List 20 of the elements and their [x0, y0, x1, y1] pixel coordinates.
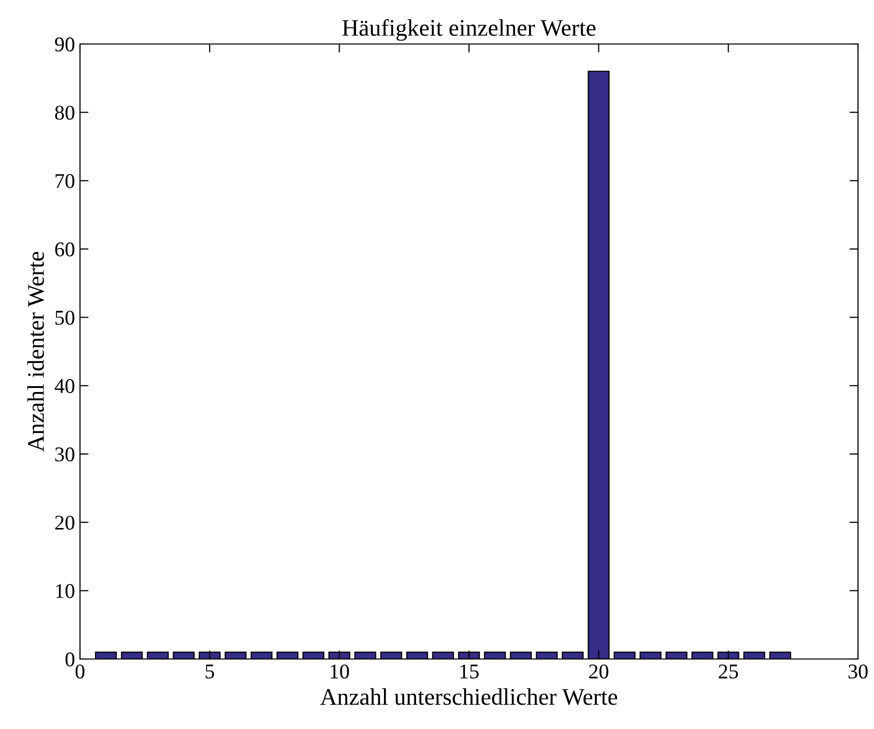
x-tick-label: 0 — [76, 664, 84, 679]
y-tick-label: 20 — [55, 516, 74, 530]
y-tick-label: 0 — [66, 652, 74, 666]
x-tick-label: 30 — [848, 664, 868, 679]
x-tick-label: 20 — [589, 664, 608, 679]
y-tick-label: 50 — [56, 310, 74, 325]
x-tick-label: 5 — [206, 664, 214, 679]
x-tick-label: 25 — [718, 664, 738, 679]
y-axis-title: Anzahl identer Werte — [27, 252, 44, 452]
chart-title: Häufigkeit einzelner Werte — [342, 19, 596, 41]
x-tick-label: 15 — [460, 664, 479, 679]
x-tick-label: 10 — [330, 664, 349, 679]
y-tick-label: 10 — [56, 584, 74, 598]
y-tick-label: 30 — [55, 447, 74, 462]
y-tick-label: 90 — [54, 37, 74, 52]
y-tick-label: 40 — [54, 379, 74, 394]
y-tick-label: 60 — [55, 242, 74, 256]
y-tick-label: 80 — [55, 106, 74, 120]
y-tick-label: 70 — [56, 174, 74, 188]
x-axis-title: Anzahl unterschiedlicher Werte — [320, 688, 618, 706]
